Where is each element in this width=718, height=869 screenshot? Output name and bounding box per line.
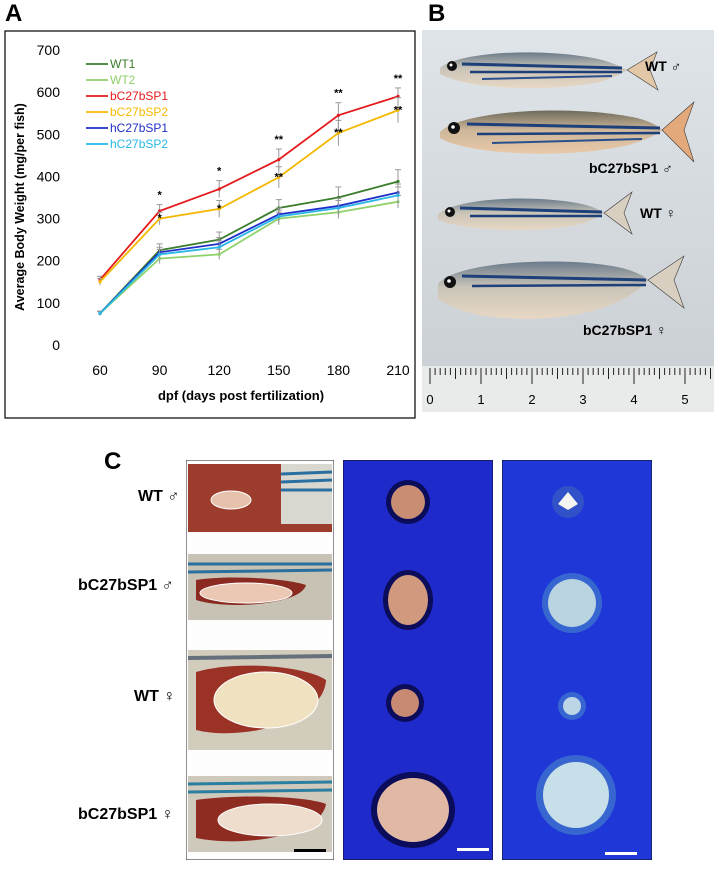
data-point bbox=[396, 193, 400, 197]
legend-label: hC27bSP1 bbox=[110, 121, 168, 135]
panel-c-stained-photo bbox=[502, 460, 652, 860]
fish-bc27bsp1-female bbox=[438, 255, 685, 319]
y-tick-label: 700 bbox=[37, 42, 61, 58]
series-line-wt1 bbox=[99, 180, 399, 315]
series-line-hc27bsp2 bbox=[99, 194, 399, 315]
fish-wt-male bbox=[440, 51, 659, 91]
y-tick-label: 600 bbox=[37, 84, 61, 100]
row-label-2: bC27bSP1 ♂ bbox=[78, 577, 174, 594]
significance-mark: * bbox=[217, 166, 222, 178]
significance-mark: ** bbox=[394, 73, 403, 85]
data-point bbox=[98, 280, 102, 284]
data-point bbox=[217, 252, 221, 256]
data-point bbox=[277, 175, 281, 179]
data-point bbox=[217, 187, 221, 191]
data-point bbox=[98, 311, 102, 315]
panel-b-photo: 0 1 2 3 4 5 bbox=[422, 30, 714, 412]
y-tick-label: 300 bbox=[37, 211, 61, 227]
legend-label: bC27bSP2 bbox=[110, 105, 168, 119]
legend-label: WT2 bbox=[110, 73, 136, 87]
y-tick-label: 200 bbox=[37, 253, 61, 269]
data-point bbox=[158, 252, 162, 256]
x-tick-label: 150 bbox=[267, 362, 291, 378]
significance-mark: ** bbox=[334, 127, 343, 139]
data-point bbox=[217, 207, 221, 211]
significance-mark: ** bbox=[275, 134, 284, 146]
x-tick-label: 90 bbox=[152, 362, 168, 378]
y-tick-label: 500 bbox=[37, 126, 61, 142]
fish-wt-female bbox=[438, 191, 633, 235]
fish-label-3: WT ♀ bbox=[640, 205, 677, 221]
ruler-number: 4 bbox=[630, 392, 637, 407]
panel-c-tissue-photo bbox=[343, 460, 493, 860]
y-tick-label: 100 bbox=[37, 295, 61, 311]
data-point bbox=[158, 216, 162, 221]
y-axis-title: Average Body Weight (mg/per fish) bbox=[13, 103, 27, 311]
ruler-number: 5 bbox=[681, 392, 688, 407]
fish-label-4: bC27bSP1 ♀ bbox=[583, 322, 667, 338]
panel-letter-a: A bbox=[5, 0, 23, 27]
series-line-hc27bsp1 bbox=[99, 191, 399, 315]
y-tick-label: 0 bbox=[52, 337, 60, 353]
row-label-3: WT ♀ bbox=[134, 688, 176, 705]
significance-mark: * bbox=[217, 203, 222, 215]
row-label-1: WT ♂ bbox=[138, 488, 180, 505]
chart-frame bbox=[4, 30, 416, 419]
significance-mark: ** bbox=[275, 171, 284, 183]
x-tick-label: 210 bbox=[386, 362, 410, 378]
ruler-number: 0 bbox=[426, 392, 433, 407]
fish-label-1: WT ♂ bbox=[645, 58, 682, 74]
legend-label: WT1 bbox=[110, 57, 136, 71]
data-point bbox=[277, 157, 281, 162]
row-label-4: bC27bSP1 ♀ bbox=[78, 806, 174, 823]
panel-letter-b: B bbox=[428, 0, 446, 27]
data-point bbox=[277, 214, 281, 219]
fish-label-2: bC27bSP1 ♂ bbox=[589, 160, 673, 176]
data-point bbox=[336, 131, 340, 135]
ruler-number: 3 bbox=[579, 392, 586, 407]
panel-letter-c: C bbox=[104, 448, 122, 475]
ruler: 0 1 2 3 4 5 bbox=[422, 366, 714, 412]
series-bc27bsp2 bbox=[97, 97, 401, 286]
series-line-bc27bsp1 bbox=[99, 95, 399, 281]
series-hc27bsp2 bbox=[97, 186, 401, 316]
fish-bc27bsp1-male bbox=[440, 101, 695, 163]
significance-mark: ** bbox=[334, 88, 343, 100]
data-point bbox=[217, 245, 221, 249]
legend-label: hC27bSP2 bbox=[110, 137, 168, 151]
legend-label: bC27bSP1 bbox=[110, 89, 168, 103]
significance-mark: * bbox=[157, 190, 162, 202]
data-point bbox=[336, 113, 340, 117]
panel-c-dissection-photo bbox=[186, 460, 334, 860]
data-point bbox=[336, 206, 340, 210]
x-axis-title: dpf (days post fertilization) bbox=[158, 388, 324, 403]
x-tick-label: 180 bbox=[327, 362, 351, 378]
data-point bbox=[396, 108, 400, 112]
x-tick-label: 60 bbox=[92, 362, 108, 378]
y-tick-label: 400 bbox=[37, 168, 61, 184]
series-line-wt2 bbox=[99, 200, 399, 315]
series-line-bc27bsp2 bbox=[99, 109, 399, 283]
ruler-number: 2 bbox=[528, 392, 535, 407]
significance-mark: * bbox=[157, 213, 162, 225]
data-point bbox=[396, 179, 400, 184]
significance-mark: ** bbox=[394, 104, 403, 116]
x-tick-label: 120 bbox=[208, 362, 232, 378]
ruler-number: 1 bbox=[477, 392, 484, 407]
